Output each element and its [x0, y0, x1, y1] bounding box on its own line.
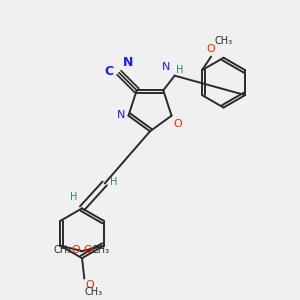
- Text: CH₃: CH₃: [92, 245, 110, 255]
- Text: O: O: [174, 119, 183, 129]
- Text: CH₃: CH₃: [214, 36, 232, 46]
- Text: N: N: [117, 110, 125, 120]
- Text: O: O: [72, 245, 80, 255]
- Text: H: H: [176, 64, 183, 74]
- Text: N: N: [162, 62, 170, 72]
- Text: H: H: [110, 177, 117, 187]
- Text: CH₃: CH₃: [85, 287, 103, 297]
- Text: O: O: [85, 280, 94, 290]
- Text: N: N: [122, 56, 133, 69]
- Text: O: O: [84, 245, 92, 255]
- Text: O: O: [207, 44, 215, 54]
- Text: C: C: [104, 65, 113, 78]
- Text: CH₃: CH₃: [54, 245, 72, 255]
- Text: H: H: [70, 192, 78, 202]
